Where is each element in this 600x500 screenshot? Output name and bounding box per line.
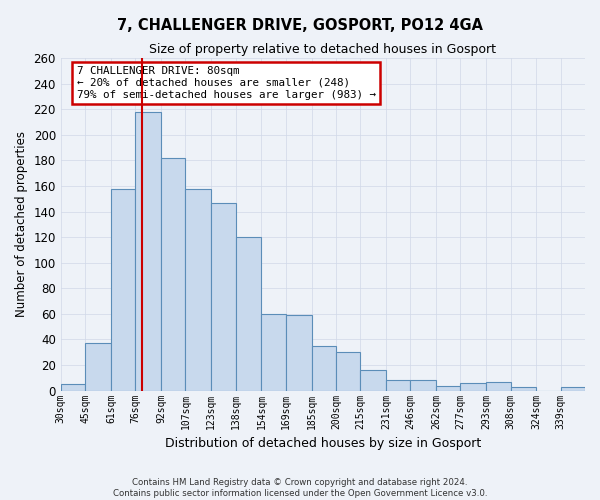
- Bar: [236, 237, 262, 390]
- Bar: [185, 188, 211, 390]
- Bar: [111, 188, 135, 390]
- Bar: [211, 202, 236, 390]
- Bar: [135, 112, 161, 390]
- Bar: [386, 380, 410, 390]
- Bar: [336, 352, 360, 391]
- Bar: [561, 387, 585, 390]
- Bar: [487, 382, 511, 390]
- Bar: [436, 386, 460, 390]
- X-axis label: Distribution of detached houses by size in Gosport: Distribution of detached houses by size …: [165, 437, 481, 450]
- Bar: [161, 158, 185, 390]
- Bar: [286, 315, 311, 390]
- Text: 7 CHALLENGER DRIVE: 80sqm
← 20% of detached houses are smaller (248)
79% of semi: 7 CHALLENGER DRIVE: 80sqm ← 20% of detac…: [77, 66, 376, 100]
- Bar: [410, 380, 436, 390]
- Bar: [85, 344, 111, 390]
- Bar: [460, 383, 487, 390]
- Title: Size of property relative to detached houses in Gosport: Size of property relative to detached ho…: [149, 42, 496, 56]
- Bar: [311, 346, 336, 391]
- Bar: [61, 384, 85, 390]
- Bar: [511, 387, 536, 390]
- Text: Contains HM Land Registry data © Crown copyright and database right 2024.
Contai: Contains HM Land Registry data © Crown c…: [113, 478, 487, 498]
- Y-axis label: Number of detached properties: Number of detached properties: [15, 132, 28, 318]
- Bar: [262, 314, 286, 390]
- Bar: [360, 370, 386, 390]
- Text: 7, CHALLENGER DRIVE, GOSPORT, PO12 4GA: 7, CHALLENGER DRIVE, GOSPORT, PO12 4GA: [117, 18, 483, 32]
